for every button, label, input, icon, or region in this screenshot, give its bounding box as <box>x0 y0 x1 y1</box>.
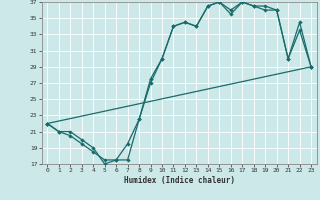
X-axis label: Humidex (Indice chaleur): Humidex (Indice chaleur) <box>124 176 235 185</box>
